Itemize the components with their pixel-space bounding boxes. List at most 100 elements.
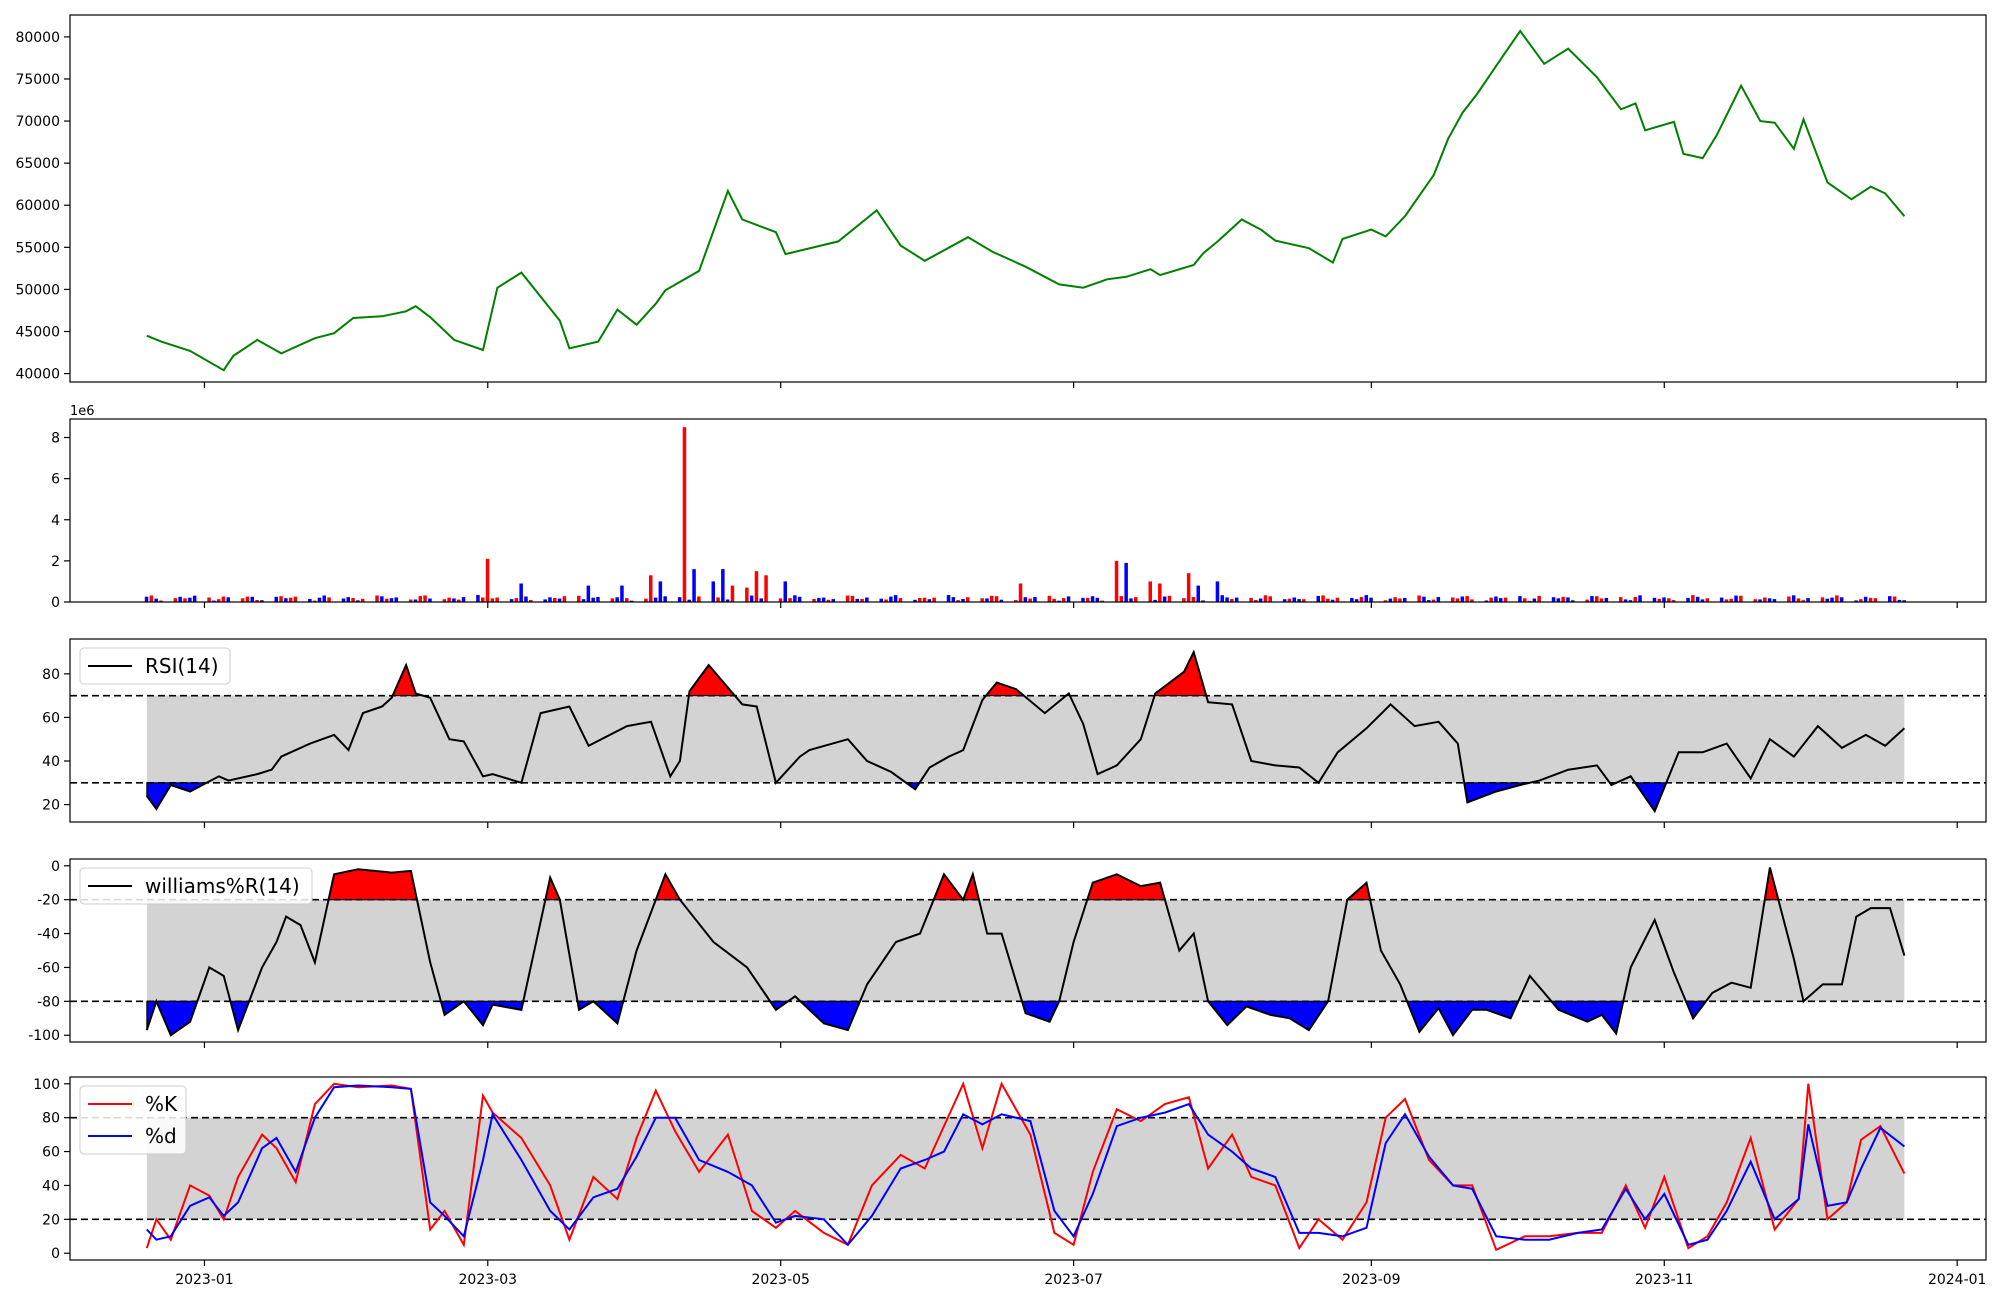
volume-bar — [1201, 600, 1205, 602]
volume-bar — [380, 596, 384, 602]
volume-bar — [610, 598, 615, 602]
volume-bar — [1758, 599, 1762, 602]
volume-bar — [293, 596, 298, 602]
volume-bar — [1033, 596, 1037, 602]
volume-bar — [1403, 598, 1407, 602]
volume-bar — [442, 599, 447, 602]
williams-legend-box — [79, 867, 313, 905]
x-tick-label: 2023-11 — [1635, 1272, 1694, 1288]
volume-bar — [1258, 598, 1263, 602]
volume-bar — [1825, 598, 1829, 602]
volume-bar — [1638, 595, 1642, 602]
stochastic-y-tick-label: 0 — [51, 1246, 60, 1262]
x-tick-label: 2023-09 — [1342, 1272, 1401, 1288]
volume-bar — [754, 571, 759, 602]
volume-y-tick-label: 8 — [51, 431, 60, 447]
volume-y-tick-label: 2 — [51, 554, 60, 570]
volume-bar — [1556, 598, 1561, 602]
volume-bar — [1854, 600, 1858, 602]
volume-exponent-label: 1e6 — [70, 404, 95, 419]
volume-bar — [961, 599, 965, 602]
volume-bar — [826, 599, 831, 602]
volume-bar — [1763, 597, 1767, 602]
volume-bar — [1892, 596, 1897, 602]
volume-bar — [946, 595, 951, 602]
volume-bar — [918, 598, 922, 602]
volume-bar — [581, 599, 586, 602]
volume-bar — [1263, 595, 1268, 602]
volume-bar — [922, 597, 927, 602]
rsi-y-tick-label: 20 — [42, 798, 60, 814]
volume-bar — [428, 598, 432, 602]
volume-bar — [1460, 596, 1465, 602]
volume-bar — [1321, 595, 1325, 602]
volume-bar — [509, 599, 514, 602]
volume-bar — [1398, 598, 1402, 602]
volume-bar — [260, 600, 264, 602]
williams-y-tick-label: 0 — [51, 859, 60, 875]
x-tick-label: 2023-05 — [751, 1272, 810, 1288]
volume-bar — [711, 581, 715, 602]
volume-bar — [461, 597, 466, 602]
volume-bar — [1470, 599, 1474, 602]
stochastic-legend-k-label: %K — [145, 1092, 178, 1116]
volume-bar — [408, 599, 413, 602]
volume-bar — [1767, 598, 1772, 602]
volume-bar — [1571, 600, 1575, 602]
volume-bar — [1628, 600, 1633, 602]
volume-bar — [1499, 598, 1503, 602]
volume-bar — [797, 596, 802, 602]
volume-bar — [653, 597, 658, 602]
volume-bar — [1282, 599, 1287, 602]
volume-bar — [759, 598, 763, 602]
price-y-tick-label: 40000 — [15, 367, 60, 383]
volume-bar — [1518, 596, 1522, 602]
volume-panel: 0 2 4 6 8 1e6 — [51, 404, 1987, 611]
volume-bar — [543, 599, 547, 602]
volume-bar — [548, 597, 552, 602]
volume-bar — [1230, 599, 1234, 602]
x-tick-label: 2023-07 — [1044, 1272, 1103, 1288]
stochastic-y-tick-label: 60 — [42, 1145, 60, 1161]
volume-bar — [154, 598, 158, 602]
volume-bar — [1686, 597, 1690, 602]
williams-y-tick-label: -100 — [28, 1028, 60, 1044]
volume-bar — [812, 599, 816, 602]
volume-bar — [384, 598, 389, 602]
volume-bar — [994, 596, 999, 602]
volume-bar — [1796, 598, 1801, 602]
volume-bar — [476, 595, 480, 602]
volume-bar — [1220, 595, 1224, 602]
volume-bar — [1897, 599, 1902, 602]
volume-bar — [1566, 597, 1570, 602]
volume-bar — [778, 598, 783, 602]
volume-bar — [557, 598, 562, 602]
volume-bar — [1354, 599, 1359, 602]
volume-bar — [322, 595, 326, 602]
volume-bar — [764, 575, 768, 602]
volume-bar — [649, 575, 653, 602]
volume-bar — [889, 596, 893, 602]
volume-bar — [845, 595, 850, 602]
volume-bar — [490, 598, 495, 602]
volume-bar — [485, 558, 490, 602]
volume-bar — [898, 598, 903, 602]
volume-bar — [1863, 596, 1868, 602]
volume-bar — [1388, 598, 1393, 602]
stochastic-axes-frame — [69, 1076, 1987, 1261]
volume-bar — [1369, 597, 1373, 602]
volume-bar — [1114, 560, 1119, 602]
volume-bar — [1604, 597, 1609, 602]
price-line — [146, 29, 1906, 372]
volume-bar — [312, 600, 317, 602]
stochastic-legend: %K %d — [79, 1085, 187, 1155]
volume-bar — [394, 597, 398, 602]
volume-bar — [250, 596, 254, 602]
volume-bar — [817, 597, 821, 602]
volume-bar — [1623, 599, 1628, 602]
volume-bar — [1695, 596, 1700, 602]
volume-bar — [529, 599, 533, 602]
volume-bar — [1523, 598, 1527, 602]
